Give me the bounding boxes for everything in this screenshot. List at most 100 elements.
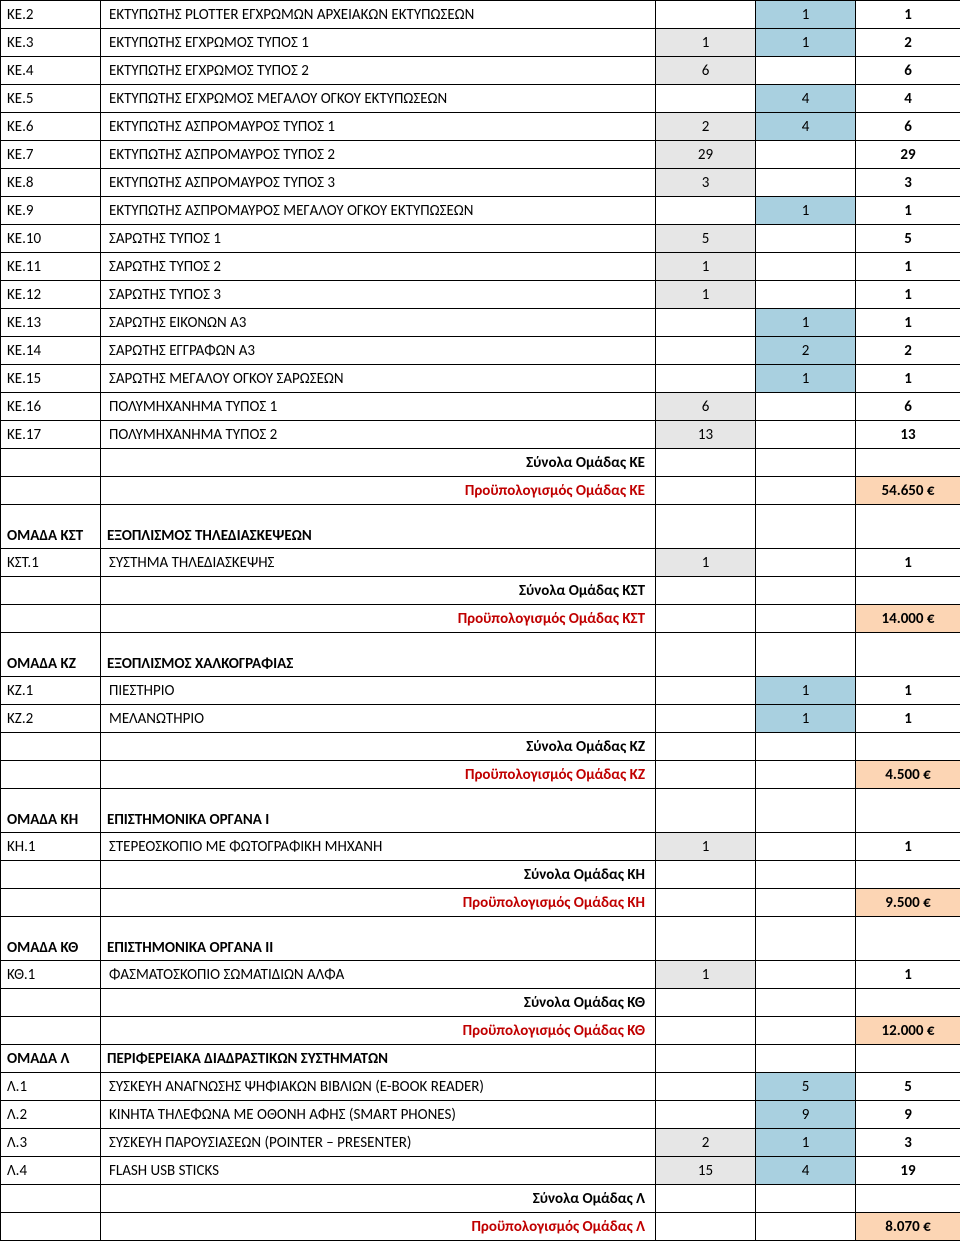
group-code: ΟΜΑΔΑ ΚΖ (1, 633, 101, 677)
item-desc: ΣΥΣΚΕΥΗ ΠΑΡΟΥΣΙΑΣΕΩΝ (POINTER – PRESENTE… (101, 1129, 656, 1157)
group-total-label: Σύνολα Ομάδας ΚΗ (101, 861, 656, 889)
item-code: ΚΕ.15 (1, 365, 101, 393)
table-row: Σύνολα Ομάδας Λ (1, 1185, 960, 1213)
empty (756, 1017, 856, 1045)
qty-b (756, 57, 856, 85)
empty (856, 989, 960, 1017)
group-budget-label: Προϋπολογισμός Ομάδας ΚΖ (101, 761, 656, 789)
qty-a: 2 (656, 1129, 756, 1157)
qty-a (656, 1, 756, 29)
empty (756, 733, 856, 761)
qty-b: 1 (756, 197, 856, 225)
table-row: ΚΕ.2ΕΚΤΥΠΩΤΗΣ PLOTTER ΕΓΧΡΩΜΩΝ ΑΡΧΕΙΑΚΩΝ… (1, 1, 960, 29)
empty (756, 1045, 856, 1073)
table-row: ΚΖ.2ΜΕΛΑΝΩΤΗΡΙΟ11 (1, 705, 960, 733)
qty-b (756, 421, 856, 449)
qty-a (656, 677, 756, 705)
item-desc: ΕΚΤΥΠΩΤΗΣ ΕΓΧΡΩΜΟΣ ΤΥΠΟΣ 2 (101, 57, 656, 85)
qty-b: 4 (756, 85, 856, 113)
table-row: Λ.4FLASH USB STICKS15419 (1, 1157, 960, 1185)
table-row: ΚΕ.6ΕΚΤΥΠΩΤΗΣ ΑΣΠΡΟΜΑΥΡΟΣ ΤΥΠΟΣ 1246 (1, 113, 960, 141)
qty-a: 1 (656, 833, 756, 861)
table-row: ΚΕ.17ΠΟΛΥΜΗΧΑΝΗΜΑ ΤΥΠΟΣ 21313 (1, 421, 960, 449)
empty (856, 861, 960, 889)
empty (656, 605, 756, 633)
qty-c: 1 (856, 961, 960, 989)
qty-a: 1 (656, 549, 756, 577)
item-desc: ΠΟΛΥΜΗΧΑΝΗΜΑ ΤΥΠΟΣ 2 (101, 421, 656, 449)
table-row: ΚΕ.9ΕΚΤΥΠΩΤΗΣ ΑΣΠΡΟΜΑΥΡΟΣ ΜΕΓΑΛΟΥ ΟΓΚΟΥ … (1, 197, 960, 225)
qty-c: 5 (856, 1073, 960, 1101)
empty (656, 889, 756, 917)
empty (1, 889, 101, 917)
item-code: Λ.1 (1, 1073, 101, 1101)
table-row: ΚΕ.16ΠΟΛΥΜΗΧΑΝΗΜΑ ΤΥΠΟΣ 166 (1, 393, 960, 421)
empty (656, 733, 756, 761)
qty-c: 1 (856, 281, 960, 309)
item-desc: ΕΚΤΥΠΩΤΗΣ ΑΣΠΡΟΜΑΥΡΟΣ ΤΥΠΟΣ 3 (101, 169, 656, 197)
qty-b: 1 (756, 29, 856, 57)
empty (656, 989, 756, 1017)
empty (656, 861, 756, 889)
qty-a: 3 (656, 169, 756, 197)
table-row: Σύνολα Ομάδας ΚΘ (1, 989, 960, 1017)
item-code: Λ.2 (1, 1101, 101, 1129)
table-row: Λ.2ΚΙΝΗΤΑ ΤΗΛΕΦΩΝΑ ΜΕ ΟΘΟΝΗ ΑΦΗΣ (SMART … (1, 1101, 960, 1129)
item-code: ΚΕ.10 (1, 225, 101, 253)
qty-a: 29 (656, 141, 756, 169)
empty (856, 449, 960, 477)
group-budget-amount: 54.650 € (856, 477, 960, 505)
table-row: ΚΕ.5ΕΚΤΥΠΩΤΗΣ ΕΓΧΡΩΜΟΣ ΜΕΓΑΛΟΥ ΟΓΚΟΥ ΕΚΤ… (1, 85, 960, 113)
item-code: ΚΣΤ.1 (1, 549, 101, 577)
table-row: ΚΖ.1ΠΙΕΣΤΗΡΙΟ11 (1, 677, 960, 705)
group-code: ΟΜΑΔΑ ΚΣΤ (1, 505, 101, 549)
empty (756, 633, 856, 677)
empty (756, 477, 856, 505)
qty-a: 2 (656, 113, 756, 141)
item-desc: ΕΚΤΥΠΩΤΗΣ ΑΣΠΡΟΜΑΥΡΟΣ ΤΥΠΟΣ 1 (101, 113, 656, 141)
empty (1, 449, 101, 477)
qty-c: 19 (856, 1157, 960, 1185)
table-row: ΟΜΑΔΑ ΚΣΤΕΞΟΠΛΙΣΜΟΣ ΤΗΛΕΔΙΑΣΚΕΨΕΩΝ (1, 505, 960, 549)
item-code: ΚΕ.12 (1, 281, 101, 309)
table-row: Προϋπολογισμός Ομάδας ΚΗ9.500 € (1, 889, 960, 917)
empty (1, 1213, 101, 1241)
qty-b: 9 (756, 1101, 856, 1129)
table-row: Λ.1ΣΥΣΚΕΥΗ ΑΝΑΓΝΩΣΗΣ ΨΗΦΙΑΚΩΝ ΒΙΒΛΙΩΝ (E… (1, 1073, 960, 1101)
qty-b (756, 253, 856, 281)
item-desc: ΠΙΕΣΤΗΡΙΟ (101, 677, 656, 705)
item-desc: ΕΚΤΥΠΩΤΗΣ PLOTTER ΕΓΧΡΩΜΩΝ ΑΡΧΕΙΑΚΩΝ ΕΚΤ… (101, 1, 656, 29)
qty-c: 6 (856, 57, 960, 85)
table-row: ΚΕ.13ΣΑΡΩΤΗΣ ΕΙΚΟΝΩΝ Α311 (1, 309, 960, 337)
empty (656, 1017, 756, 1045)
group-title: ΠΕΡΙΦΕΡΕΙΑΚΑ ΔΙΑΔΡΑΣΤΙΚΩΝ ΣΥΣΤΗΜΑΤΩΝ (101, 1045, 656, 1073)
empty (756, 577, 856, 605)
equipment-table: ΚΕ.2ΕΚΤΥΠΩΤΗΣ PLOTTER ΕΓΧΡΩΜΩΝ ΑΡΧΕΙΑΚΩΝ… (0, 0, 960, 1241)
item-code: ΚΕ.2 (1, 1, 101, 29)
group-title: ΕΠΙΣΤΗΜΟΝΙΚΑ ΟΡΓΑΝΑ II (101, 917, 656, 961)
qty-b (756, 393, 856, 421)
qty-b: 2 (756, 337, 856, 365)
item-code: ΚΕ.6 (1, 113, 101, 141)
empty (656, 917, 756, 961)
empty (656, 789, 756, 833)
item-desc: ΣΥΣΤΗΜΑ ΤΗΛΕΔΙΑΣΚΕΨΗΣ (101, 549, 656, 577)
qty-b (756, 549, 856, 577)
empty (856, 505, 960, 549)
table-row: Προϋπολογισμός Ομάδας ΚΕ54.650 € (1, 477, 960, 505)
qty-c: 13 (856, 421, 960, 449)
item-code: Λ.4 (1, 1157, 101, 1185)
table-row: ΟΜΑΔΑ ΚΘΕΠΙΣΤΗΜΟΝΙΚΑ ΟΡΓΑΝΑ II (1, 917, 960, 961)
qty-b: 1 (756, 309, 856, 337)
table-row: Σύνολα Ομάδας ΚΕ (1, 449, 960, 477)
item-code: ΚΕ.5 (1, 85, 101, 113)
group-budget-label: Προϋπολογισμός Ομάδας ΚΣΤ (101, 605, 656, 633)
item-desc: ΦΑΣΜΑΤΟΣΚΟΠΙΟ ΣΩΜΑΤΙΔΙΩΝ ΑΛΦΑ (101, 961, 656, 989)
qty-b (756, 961, 856, 989)
empty (1, 605, 101, 633)
qty-b: 1 (756, 705, 856, 733)
qty-b (756, 833, 856, 861)
group-code: ΟΜΑΔΑ ΚΘ (1, 917, 101, 961)
table-row: ΟΜΑΔΑ ΚΗΕΠΙΣΤΗΜΟΝΙΚΑ ΟΡΓΑΝΑ I (1, 789, 960, 833)
qty-a (656, 1101, 756, 1129)
